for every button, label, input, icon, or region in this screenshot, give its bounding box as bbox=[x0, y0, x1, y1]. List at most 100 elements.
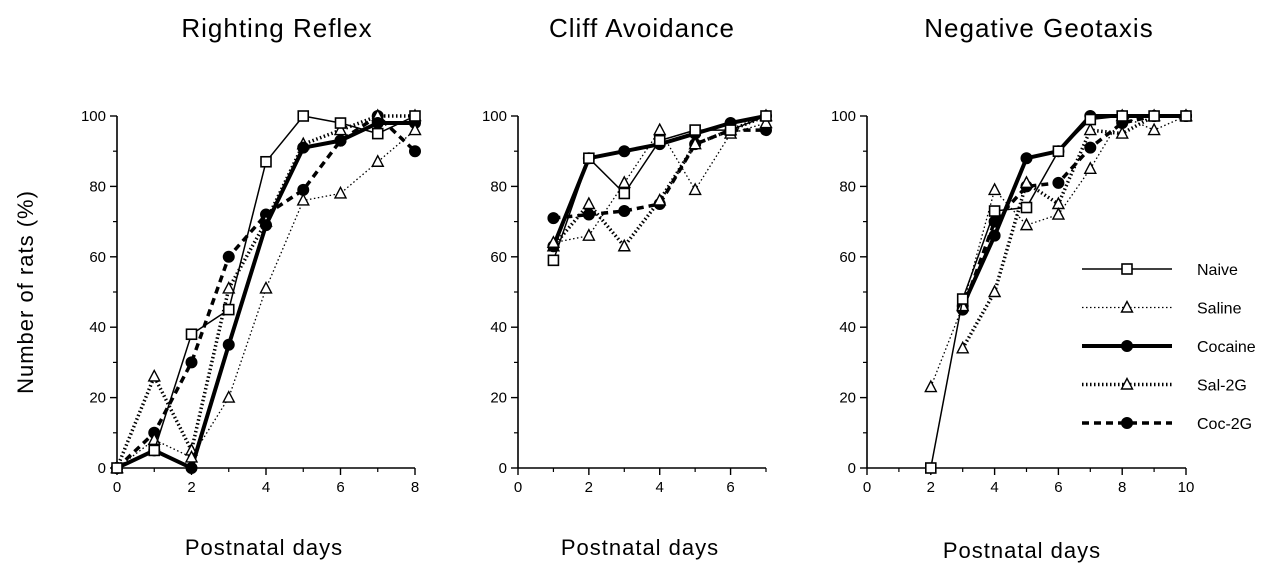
data-point-sal-2g bbox=[987, 284, 1002, 298]
y-tick-label: 80 bbox=[839, 178, 856, 195]
data-point-naive bbox=[297, 110, 310, 122]
data-point-saline bbox=[688, 182, 702, 196]
data-point-naive bbox=[653, 134, 666, 147]
data-point-cocaine bbox=[260, 219, 272, 232]
panel-title: Righting Reflex bbox=[181, 13, 372, 43]
y-tick-label: 20 bbox=[89, 390, 106, 407]
data-point-sal-2g bbox=[1115, 126, 1129, 139]
legend-marker bbox=[1121, 340, 1133, 352]
data-point-cocaine bbox=[988, 229, 1001, 242]
y-tick-label: 0 bbox=[499, 460, 507, 477]
data-point-saline bbox=[1083, 161, 1097, 175]
legend-item-naive: Naive bbox=[1082, 262, 1238, 279]
data-point-saline bbox=[1147, 122, 1161, 136]
data-point-saline bbox=[333, 185, 348, 199]
series-naive bbox=[924, 110, 1192, 474]
data-point-naive bbox=[583, 152, 595, 165]
data-point-saline bbox=[924, 379, 938, 393]
data-point-naive bbox=[618, 187, 631, 200]
data-point-sal-2g bbox=[147, 368, 161, 382]
data-point-saline bbox=[582, 228, 596, 241]
data-point-naive bbox=[334, 117, 347, 129]
x-tick-label: 8 bbox=[1118, 479, 1126, 496]
legend-item-coc-2g: Coc-2G bbox=[1082, 416, 1252, 433]
x-tick-label: 6 bbox=[1054, 479, 1062, 496]
data-point-naive bbox=[547, 254, 560, 267]
series-saline bbox=[546, 115, 773, 248]
series-line-sal-2g bbox=[961, 114, 1186, 350]
x-tick-label: 4 bbox=[656, 479, 664, 496]
data-point-sal-2g bbox=[956, 340, 970, 354]
panel-righting-reflex: Righting Reflex 0 20 40 60 80 100 0 2 4 6 8 Postnata… bbox=[81, 13, 422, 560]
data-point-saline bbox=[259, 280, 273, 294]
y-tick-label: 80 bbox=[490, 178, 507, 195]
panel-negative-geotaxis: Negative Geotaxis 0 20 40 60 80 100 0 2 4 6 8 10 Post… bbox=[831, 13, 1194, 563]
legend-label: Coc-2G bbox=[1197, 416, 1252, 433]
x-tick-label: 2 bbox=[585, 479, 593, 496]
legend-label: Saline bbox=[1197, 301, 1242, 318]
data-point-sal-2g bbox=[1019, 175, 1034, 189]
data-point-saline bbox=[371, 154, 385, 167]
data-point-saline bbox=[617, 175, 631, 189]
data-point-sal-2g bbox=[617, 238, 631, 252]
data-point-cocaine bbox=[1020, 152, 1033, 165]
data-point-saline bbox=[1019, 217, 1034, 231]
data-point-cocaine bbox=[371, 117, 384, 130]
data-point-naive bbox=[956, 293, 969, 305]
panel-cliff-avoidance: Cliff Avoidance 0 20 40 60 80 100 0 2 4 6 Postnatal… bbox=[482, 13, 773, 560]
x-axis-title: Postnatal days bbox=[561, 535, 719, 560]
x-tick-label: 10 bbox=[1178, 479, 1195, 496]
data-point-coc-2g bbox=[222, 250, 235, 263]
panel-title: Negative Geotaxis bbox=[924, 13, 1153, 43]
y-tick-label: 40 bbox=[89, 319, 106, 336]
data-point-saline bbox=[759, 115, 773, 129]
data-point-sal-2g bbox=[333, 122, 348, 136]
y-tick-label: 60 bbox=[490, 249, 507, 266]
data-point-saline bbox=[184, 449, 199, 463]
data-point-sal-2g bbox=[688, 136, 702, 150]
x-axis-title: Postnatal days bbox=[185, 535, 343, 560]
series-line-saline bbox=[116, 129, 416, 469]
data-point-coc-2g bbox=[618, 205, 631, 218]
data-point-naive bbox=[111, 462, 123, 474]
data-point-coc-2g bbox=[1084, 141, 1097, 154]
legend-marker bbox=[1121, 417, 1133, 429]
data-point-sal-2g bbox=[222, 280, 236, 294]
data-point-cocaine bbox=[185, 462, 198, 474]
y-tick-label: 80 bbox=[89, 178, 106, 195]
data-point-naive bbox=[1148, 110, 1160, 122]
y-tick-label: 100 bbox=[831, 108, 856, 125]
y-tick-label: 40 bbox=[490, 319, 507, 336]
legend-item-sal-2g: Sal-2G bbox=[1082, 376, 1247, 395]
legend-label: Sal-2G bbox=[1197, 378, 1247, 395]
x-tick-label: 4 bbox=[990, 479, 998, 496]
data-point-naive bbox=[185, 328, 198, 341]
x-tick-label: 6 bbox=[726, 479, 734, 496]
legend-item-saline: Saline bbox=[1082, 299, 1242, 318]
data-point-saline bbox=[1051, 207, 1066, 220]
data-point-naive bbox=[1116, 110, 1128, 122]
series-naive bbox=[111, 110, 421, 474]
data-point-coc-2g bbox=[582, 208, 595, 221]
x-tick-label: 0 bbox=[113, 479, 121, 496]
data-point-cocaine bbox=[222, 338, 235, 351]
legend-label: Cocaine bbox=[1197, 339, 1256, 356]
x-tick-label: 6 bbox=[336, 479, 344, 496]
data-point-naive bbox=[409, 110, 421, 122]
legend-marker bbox=[1120, 376, 1134, 390]
x-tick-label: 4 bbox=[262, 479, 270, 496]
y-tick-label: 0 bbox=[848, 460, 856, 477]
data-point-naive bbox=[371, 127, 384, 140]
legend-marker bbox=[1120, 299, 1134, 313]
y-tick-label: 0 bbox=[98, 460, 106, 477]
y-tick-label: 40 bbox=[839, 319, 856, 336]
x-axis-title: Postnatal days bbox=[943, 538, 1101, 563]
data-point-naive bbox=[988, 205, 1001, 217]
data-point-saline bbox=[408, 122, 422, 136]
data-point-naive bbox=[1084, 113, 1097, 126]
y-axis-title: Number of rats (%) bbox=[13, 190, 38, 394]
y-tick-label: 60 bbox=[839, 249, 856, 266]
data-point-saline bbox=[956, 298, 970, 312]
legend-item-cocaine: Cocaine bbox=[1082, 339, 1256, 356]
